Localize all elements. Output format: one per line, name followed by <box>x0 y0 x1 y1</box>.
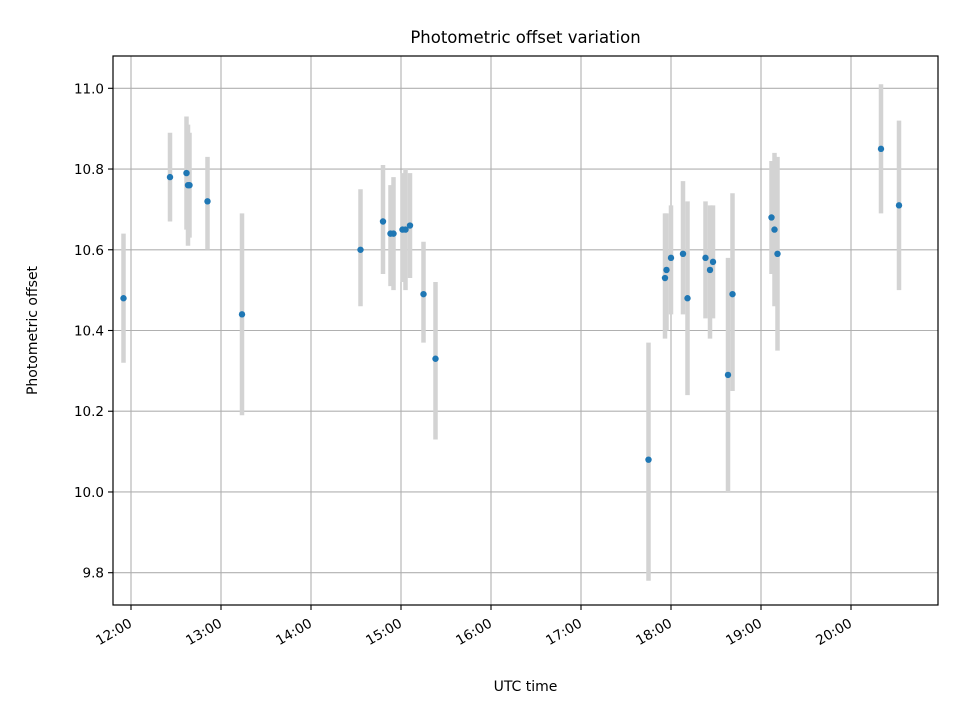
data-point <box>645 456 652 463</box>
data-point <box>774 250 781 258</box>
data-point <box>166 173 174 181</box>
data-point <box>663 266 670 274</box>
data-point <box>120 295 127 302</box>
data-point <box>420 290 427 298</box>
data-point <box>684 295 691 302</box>
data-point <box>729 290 736 298</box>
x-axis-label: UTC time <box>494 679 558 695</box>
data-point <box>406 222 414 229</box>
y-tick-label: 10.0 <box>74 485 104 501</box>
y-tick-label: 10.2 <box>74 404 104 420</box>
data-point <box>724 371 732 379</box>
data-markers <box>120 145 903 463</box>
data-point <box>379 218 387 225</box>
y-tick-label: 11.0 <box>74 81 104 97</box>
data-point <box>402 226 409 233</box>
data-point <box>186 181 193 189</box>
data-point <box>432 355 439 362</box>
grid-lines <box>113 56 938 605</box>
y-tick-label: 10.8 <box>74 162 104 178</box>
data-point <box>204 198 211 205</box>
data-point <box>895 202 903 209</box>
data-point <box>390 230 397 237</box>
data-point <box>706 266 714 274</box>
y-tick-label: 10.4 <box>74 324 104 340</box>
chart-title: Photometric offset variation <box>410 28 640 47</box>
y-tick-label: 10.6 <box>74 243 104 259</box>
data-point <box>709 258 717 266</box>
data-point <box>679 250 687 258</box>
data-point <box>877 145 885 153</box>
data-point <box>771 226 778 233</box>
data-point <box>667 254 675 262</box>
y-tick-label: 9.8 <box>83 566 104 582</box>
data-point <box>183 169 190 177</box>
data-point <box>238 311 246 318</box>
y-axis-label: Photometric offset <box>25 265 41 395</box>
data-point <box>768 214 775 221</box>
data-point <box>702 254 709 262</box>
data-point <box>357 246 364 253</box>
data-point <box>661 274 669 282</box>
y-axis-ticks: 9.8 10.0 10.2 10.4 10.6 10.8 11.0 <box>74 81 113 582</box>
